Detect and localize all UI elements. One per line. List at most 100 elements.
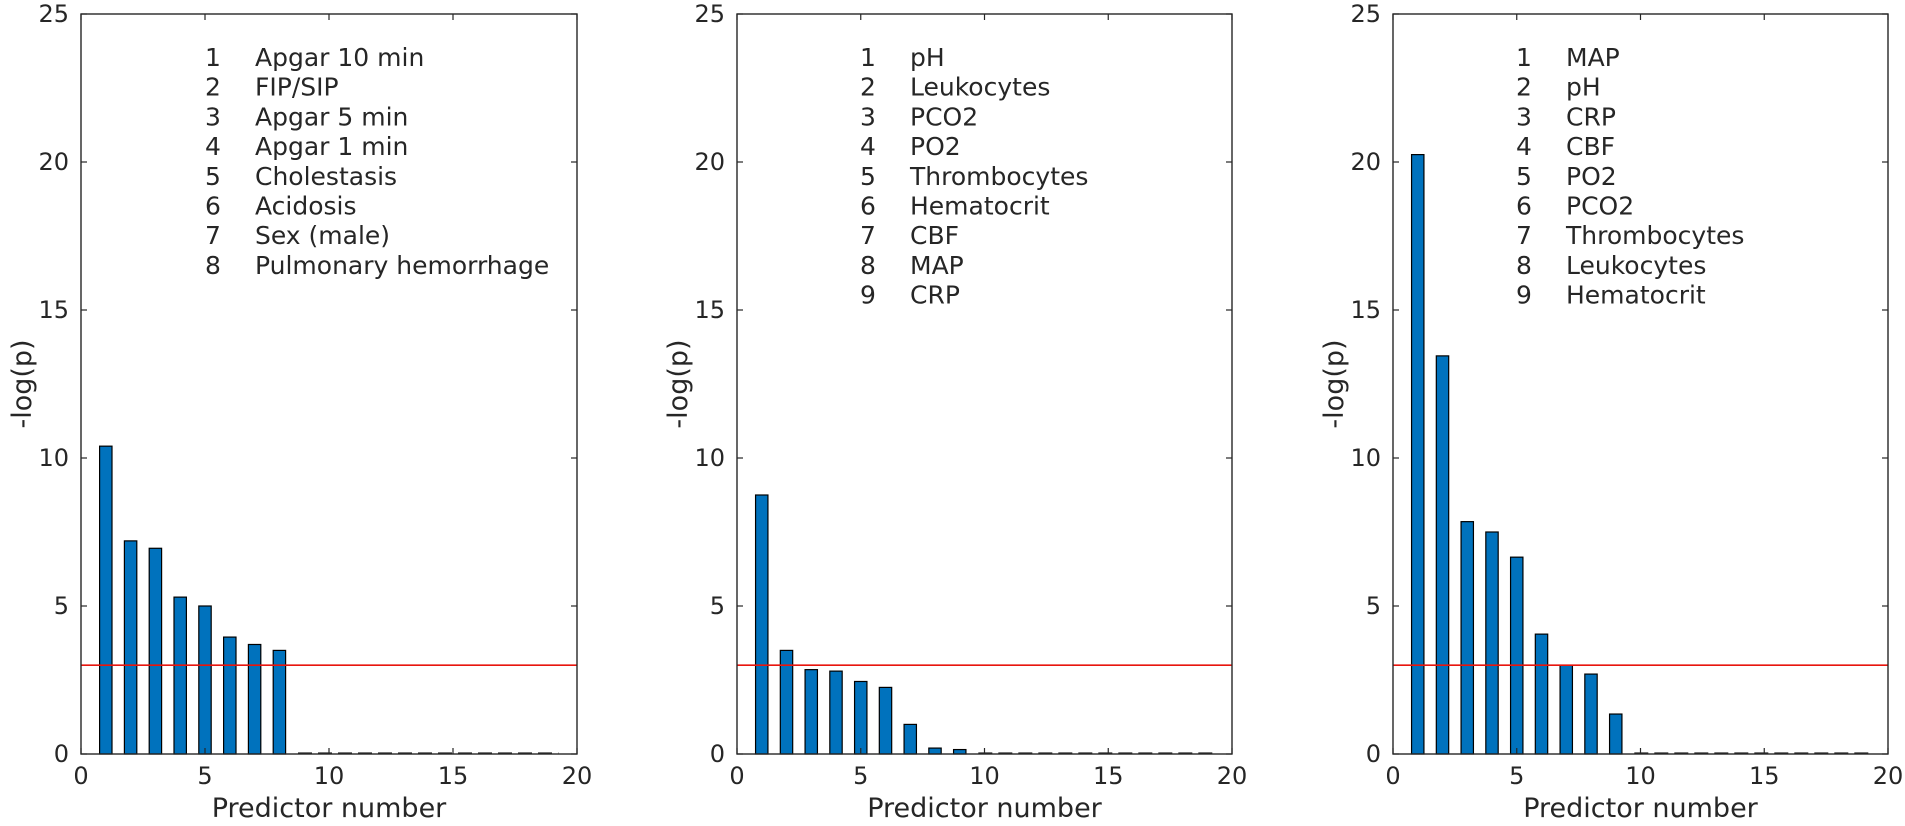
x-tick-label: 15 bbox=[1749, 762, 1780, 790]
bar-3 bbox=[148, 547, 163, 755]
y-tick-label: 25 bbox=[694, 0, 725, 28]
bar-2 bbox=[1435, 355, 1450, 755]
bar-8 bbox=[928, 747, 942, 755]
bar-1 bbox=[754, 494, 769, 755]
bar-7 bbox=[903, 723, 918, 755]
legend-number: 1 bbox=[1516, 43, 1532, 72]
bar-2 bbox=[123, 540, 138, 755]
x-axis-title: Predictor number bbox=[212, 793, 447, 824]
y-axis-title: -log(p) bbox=[7, 339, 38, 428]
legend-number: 4 bbox=[860, 132, 876, 161]
bar-5 bbox=[198, 605, 212, 755]
legend-number: 6 bbox=[860, 192, 876, 221]
bar-1 bbox=[1410, 154, 1425, 755]
y-tick-label: 5 bbox=[54, 592, 69, 620]
legend-label: Thrombocytes bbox=[909, 162, 1088, 191]
bar-6 bbox=[878, 686, 893, 755]
y-tick-label: 10 bbox=[694, 444, 725, 472]
y-axis-title: -log(p) bbox=[663, 339, 694, 428]
legend-number: 7 bbox=[1516, 221, 1532, 250]
legend-label: CBF bbox=[910, 221, 959, 250]
legend-number: 5 bbox=[205, 162, 221, 191]
bar-8 bbox=[1584, 673, 1598, 755]
y-tick-label: 15 bbox=[694, 296, 725, 324]
legend-label: FIP/SIP bbox=[255, 73, 339, 102]
legend-label: PCO2 bbox=[1566, 192, 1634, 221]
legend-number: 8 bbox=[205, 251, 221, 280]
y-tick-label: 15 bbox=[1350, 296, 1381, 324]
x-tick-label: 20 bbox=[1217, 762, 1248, 790]
legend-number: 4 bbox=[1516, 132, 1532, 161]
legend-number: 7 bbox=[860, 221, 876, 250]
x-tick-label: 5 bbox=[1509, 762, 1524, 790]
bar-7 bbox=[247, 643, 262, 755]
legend-label: Acidosis bbox=[255, 192, 357, 221]
x-tick-label: 10 bbox=[969, 762, 1000, 790]
bar-6 bbox=[223, 636, 237, 755]
y-tick-label: 10 bbox=[38, 444, 69, 472]
y-tick-label: 0 bbox=[710, 740, 725, 768]
legend-label: PO2 bbox=[910, 132, 961, 161]
y-tick-label: 15 bbox=[38, 296, 69, 324]
legend-number: 8 bbox=[860, 251, 876, 280]
y-tick-label: 5 bbox=[1366, 592, 1381, 620]
legend-label: pH bbox=[1566, 73, 1601, 102]
legend-label: Pulmonary hemorrhage bbox=[255, 251, 549, 280]
y-tick-label: 20 bbox=[694, 148, 725, 176]
x-axis-title: Predictor number bbox=[867, 793, 1102, 824]
bar-4 bbox=[1485, 531, 1499, 755]
legend-number: 1 bbox=[860, 43, 876, 72]
y-axis-title: -log(p) bbox=[1319, 339, 1350, 428]
x-tick-label: 10 bbox=[1625, 762, 1656, 790]
bar-9 bbox=[1608, 713, 1623, 755]
legend-label: Apgar 5 min bbox=[255, 102, 408, 131]
legend-label: Apgar 10 min bbox=[255, 43, 424, 72]
y-tick-label: 20 bbox=[1350, 148, 1381, 176]
legend-label: MAP bbox=[1566, 43, 1620, 72]
legend-label: Leukocytes bbox=[1566, 251, 1706, 280]
legend-number: 2 bbox=[205, 73, 221, 102]
legend-number: 9 bbox=[1516, 281, 1532, 310]
legend-label: CRP bbox=[1566, 102, 1616, 131]
x-tick-label: 0 bbox=[73, 762, 88, 790]
y-tick-label: 5 bbox=[710, 592, 725, 620]
legend-label: Thrombocytes bbox=[1565, 221, 1744, 250]
x-axis-title: Predictor number bbox=[1523, 793, 1758, 824]
legend-number: 2 bbox=[860, 73, 876, 102]
x-tick-label: 5 bbox=[853, 762, 868, 790]
bar-3 bbox=[1460, 521, 1475, 755]
legend-label: Hematocrit bbox=[910, 192, 1050, 221]
legend-label: PO2 bbox=[1566, 162, 1617, 191]
legend-number: 5 bbox=[860, 162, 876, 191]
legend-label: Apgar 1 min bbox=[255, 132, 408, 161]
y-tick-label: 25 bbox=[38, 0, 69, 28]
legend-number: 3 bbox=[1516, 102, 1532, 131]
axes-box bbox=[736, 13, 1233, 755]
x-tick-label: 5 bbox=[197, 762, 212, 790]
x-tick-label: 20 bbox=[562, 762, 593, 790]
legend-label: Leukocytes bbox=[910, 73, 1050, 102]
legend-number: 3 bbox=[205, 102, 221, 131]
legend-number: 9 bbox=[860, 281, 876, 310]
y-tick-label: 0 bbox=[1366, 740, 1381, 768]
legend-number: 1 bbox=[205, 43, 221, 72]
x-tick-label: 15 bbox=[438, 762, 469, 790]
legend-label: pH bbox=[910, 43, 945, 72]
legend-number: 8 bbox=[1516, 251, 1532, 280]
bar-4 bbox=[173, 596, 187, 755]
x-tick-label: 10 bbox=[314, 762, 345, 790]
bar-6 bbox=[1534, 633, 1549, 755]
y-tick-label: 10 bbox=[1350, 444, 1381, 472]
bar-1 bbox=[98, 445, 113, 755]
x-tick-label: 20 bbox=[1873, 762, 1904, 790]
bar-4 bbox=[829, 670, 843, 755]
x-tick-label: 15 bbox=[1093, 762, 1124, 790]
legend-number: 4 bbox=[205, 132, 221, 161]
legend-label: CRP bbox=[910, 281, 960, 310]
bar-5 bbox=[1509, 556, 1524, 755]
legend-label: CBF bbox=[1566, 132, 1615, 161]
x-tick-label: 0 bbox=[1385, 762, 1400, 790]
legend-number: 2 bbox=[1516, 73, 1532, 102]
